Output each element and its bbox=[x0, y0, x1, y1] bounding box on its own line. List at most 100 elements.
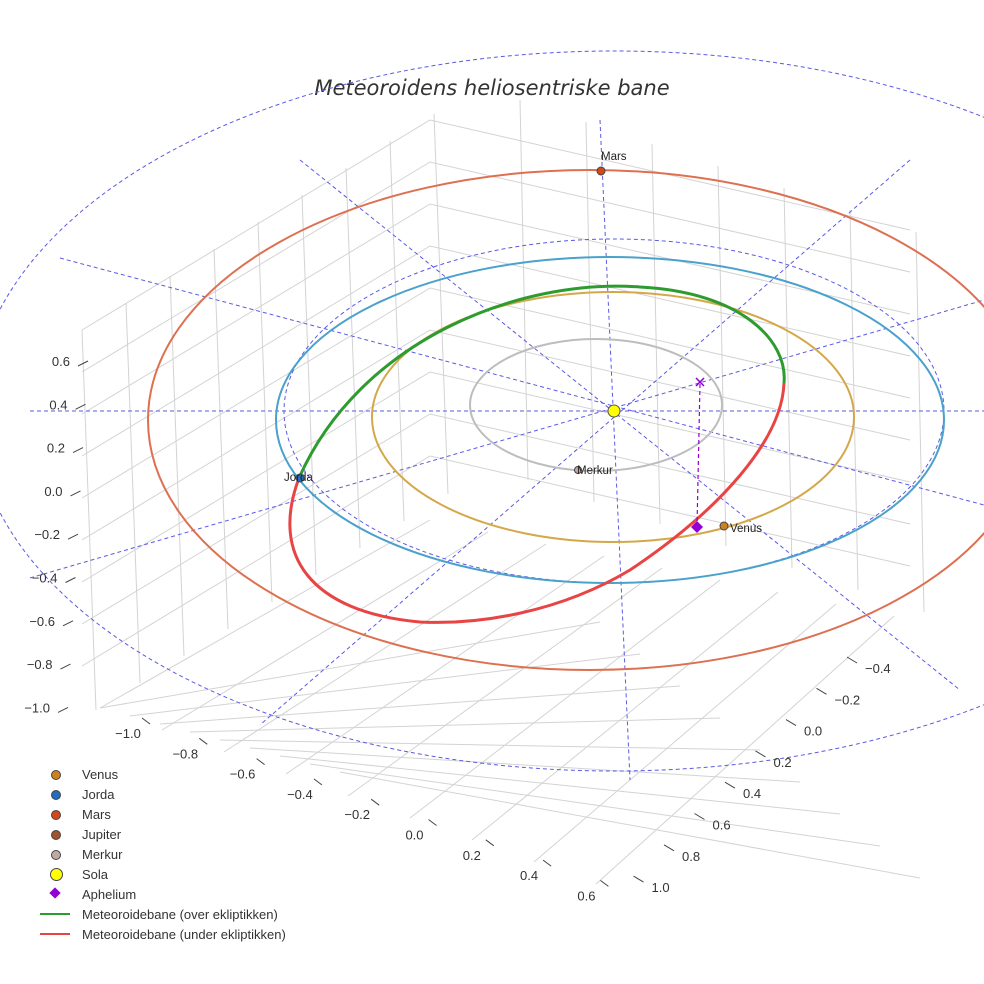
legend-symbol bbox=[38, 784, 74, 804]
z-tick-mark bbox=[72, 447, 84, 454]
meteoroid-orbit-below bbox=[288, 382, 786, 624]
ecliptic-spoke bbox=[29, 299, 984, 579]
legend-item[interactable]: Sola bbox=[38, 864, 286, 884]
x-tick-mark bbox=[199, 737, 208, 745]
legend-label: Venus bbox=[82, 766, 119, 782]
legend-item[interactable]: Meteoroidebane (under ekliptikken) bbox=[38, 924, 286, 944]
z-tick-mark bbox=[75, 403, 86, 410]
grid-line bbox=[223, 543, 547, 753]
legend-label: Meteoroidebane (under ekliptikken) bbox=[82, 926, 286, 942]
grid-line bbox=[81, 455, 911, 667]
legend-marker bbox=[51, 830, 61, 840]
grid-line bbox=[309, 763, 881, 847]
grid-line bbox=[595, 615, 895, 885]
x-tick-label: −1.0 bbox=[115, 726, 141, 741]
legend-symbol bbox=[38, 844, 74, 864]
z-tick-label: 0.0 bbox=[44, 484, 62, 499]
grid-line bbox=[81, 161, 911, 373]
x-tick-label: 0.4 bbox=[520, 868, 538, 883]
legend-marker bbox=[51, 790, 61, 800]
legend-label: Jorda bbox=[82, 786, 115, 802]
grid-line bbox=[213, 248, 229, 630]
orbit-mars bbox=[147, 169, 984, 671]
legend-label: Meteoroidebane (over ekliptikken) bbox=[82, 906, 278, 922]
x-tick-label: −0.8 bbox=[172, 746, 198, 761]
legend-marker bbox=[40, 933, 70, 935]
grid-line bbox=[81, 329, 911, 541]
z-tick-mark bbox=[65, 577, 76, 583]
chart-title: Meteoroidens heliosentriske bane bbox=[314, 76, 669, 100]
orbit-venus bbox=[371, 291, 855, 543]
z-tick-label: −0.6 bbox=[29, 614, 55, 629]
y-tick-mark bbox=[633, 875, 644, 883]
grid-line bbox=[783, 187, 793, 569]
legend-item[interactable]: Mars bbox=[38, 804, 286, 824]
z-tick-label: −0.2 bbox=[34, 527, 60, 542]
point-label-merkur: Merkur bbox=[577, 465, 613, 477]
y-tick-label: 1.0 bbox=[652, 880, 670, 895]
grid-line bbox=[219, 739, 761, 751]
legend-item[interactable]: Merkur bbox=[38, 844, 286, 864]
legend-item[interactable]: Venus bbox=[38, 764, 286, 784]
legend-item[interactable]: Jupiter bbox=[38, 824, 286, 844]
legend-label: Merkur bbox=[82, 846, 123, 862]
grid-line bbox=[169, 275, 185, 657]
legend-marker bbox=[51, 770, 61, 780]
earth-marker bbox=[295, 473, 305, 483]
x-tick-mark bbox=[256, 758, 265, 765]
legend-marker bbox=[51, 810, 61, 820]
legend-item[interactable]: Meteoroidebane (over ekliptikken) bbox=[38, 904, 286, 924]
orbit-jorda bbox=[275, 256, 945, 584]
orbit-merkur bbox=[469, 338, 723, 472]
grid-line bbox=[345, 167, 361, 549]
ecliptic-outer-ring bbox=[0, 50, 984, 772]
grid-line bbox=[519, 99, 529, 481]
grid-line bbox=[81, 287, 911, 499]
grid-line bbox=[849, 209, 859, 591]
grid-line bbox=[651, 143, 661, 525]
venus-marker bbox=[719, 521, 729, 531]
grid-line bbox=[347, 567, 663, 797]
marker-layer: Mars Jorda Merkur Venus bbox=[284, 151, 762, 535]
legend-symbol bbox=[38, 924, 74, 944]
z-tick-mark bbox=[57, 706, 69, 713]
ecliptic-spoke bbox=[299, 159, 961, 691]
legend-label: Sola bbox=[82, 866, 109, 882]
point-label-jorda: Jorda bbox=[284, 472, 313, 484]
grid-line bbox=[279, 755, 841, 815]
z-tick-mark bbox=[60, 663, 71, 670]
grid-line bbox=[339, 771, 921, 879]
legend-item[interactable]: Aphelium bbox=[38, 884, 286, 904]
y-tick-mark bbox=[694, 813, 705, 820]
y-tick-mark bbox=[785, 719, 797, 727]
z-tick-mark bbox=[62, 620, 74, 627]
grid-line bbox=[915, 231, 925, 613]
grid-line bbox=[257, 221, 273, 603]
legend-label: Jupiter bbox=[82, 826, 122, 842]
legend-symbol bbox=[38, 884, 74, 904]
grid-line bbox=[129, 653, 641, 717]
y-tick-label: −0.4 bbox=[865, 661, 891, 676]
legend: Venus Jorda Mars Jupiter Merkur Sola Aphelium M… bbox=[38, 764, 286, 944]
x-tick-mark bbox=[428, 819, 437, 826]
mercury-marker bbox=[574, 466, 582, 474]
legend-marker bbox=[40, 913, 70, 915]
legend-item[interactable]: Jorda bbox=[38, 784, 286, 804]
grid-line bbox=[81, 329, 97, 711]
legend-marker bbox=[51, 850, 61, 860]
legend-label: Aphelium bbox=[82, 886, 137, 902]
z-tick-label: −1.0 bbox=[24, 700, 50, 715]
x-tick-label: −0.4 bbox=[287, 787, 313, 802]
ecliptic-spoke bbox=[599, 119, 631, 781]
x-tick-mark bbox=[370, 798, 380, 806]
x-tick-label: −0.2 bbox=[344, 807, 370, 822]
y-tick-label: −0.2 bbox=[835, 692, 861, 707]
z-tick-label: 0.6 bbox=[52, 354, 70, 369]
aphelion-drop-line bbox=[696, 383, 701, 528]
x-tick-mark bbox=[600, 880, 609, 887]
meteoroid-orbit-above bbox=[297, 284, 786, 479]
z-tick-label: −0.4 bbox=[32, 571, 58, 586]
ecliptic-spoke bbox=[59, 257, 984, 506]
z-tick-mark bbox=[77, 360, 89, 367]
